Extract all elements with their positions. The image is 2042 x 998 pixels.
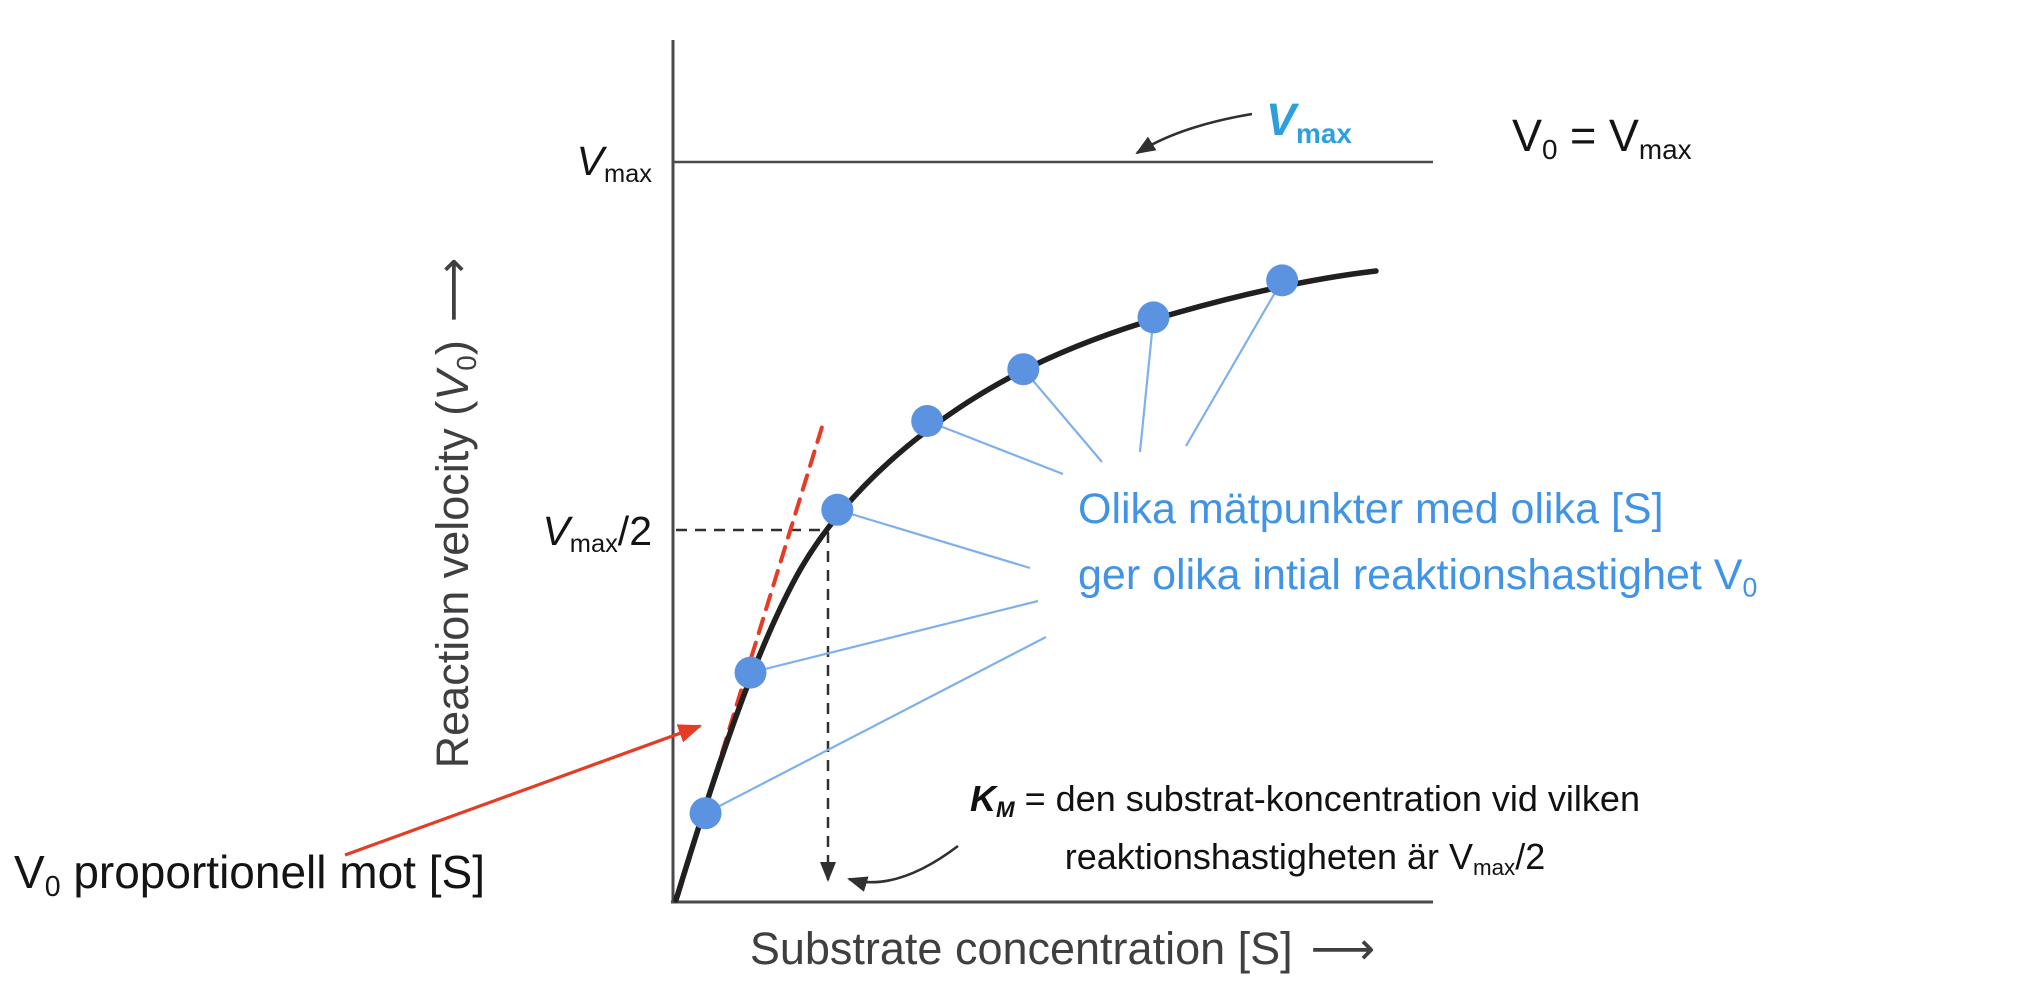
km-symbol: K (970, 778, 997, 819)
y-axis-title-close: ) (427, 340, 478, 356)
v0eq-s1: 0 (1542, 133, 1558, 165)
km-line2-text: reaktionshastigheten är V (1064, 836, 1474, 878)
vmax-tick-sub: max (604, 160, 652, 189)
vmax-half-sub: max (569, 530, 618, 559)
x-axis-arrow-icon: ⟶ (1310, 923, 1376, 974)
vmax-half-tick-label: Vmax/2 (500, 508, 652, 559)
callout-line (750, 599, 1039, 674)
callout-line (1138, 317, 1155, 453)
km-definition-note: KM = den substrat-koncentration vid vilk… (955, 775, 1655, 891)
km-definition-line1: KM = den substrat-koncentration vid vilk… (955, 775, 1655, 833)
data-point (911, 405, 944, 437)
callout-lines (705, 279, 1284, 815)
data-point (1137, 301, 1170, 334)
measurement-note-line2-sub: 0 (1742, 572, 1758, 603)
vmax-tick-label: Vmax (515, 138, 652, 189)
km-definition-text: = den substrat-koncentration vid vilken (1014, 778, 1640, 819)
y-axis-title: Reaction velocity (V0) ⟶ (426, 153, 482, 873)
km-callout-arrow (847, 844, 959, 892)
km-symbol-sub: M (996, 797, 1015, 823)
measurement-note-line2-text: ger olika intial reaktionshastighet V (1078, 551, 1743, 599)
km-line2-post: /2 (1515, 836, 1546, 878)
y-axis-arrow-icon: ⟶ (427, 257, 478, 323)
data-point (734, 656, 767, 689)
v0-prop-text: proportionell mot [S] (60, 846, 485, 898)
vmax-callout-arrow (1135, 112, 1253, 155)
v0eq-s2: max (1638, 133, 1692, 165)
data-points (689, 264, 1299, 830)
callout-line (836, 508, 1031, 570)
km-definition-line2: reaktionshastigheten är Vmax/2 (955, 833, 1655, 891)
data-point (821, 493, 854, 526)
callout-line (1022, 368, 1103, 463)
v0-prop-sub: 0 (44, 870, 61, 903)
data-point (1007, 353, 1040, 386)
measurement-note: Olika mätpunkter med olika [S] ger olika… (1078, 476, 1757, 620)
x-axis-title-text: Substrate concentration [S] (749, 923, 1293, 974)
callout-line (926, 419, 1064, 476)
v0eq-eq: = V (1557, 110, 1639, 161)
vmax-half-post: /2 (617, 508, 652, 554)
data-point (1266, 264, 1299, 297)
callout-line (705, 636, 1047, 815)
v0-proportional-note: V0 proportionell mot [S] (14, 845, 485, 904)
km-line2-sub: max (1473, 855, 1516, 881)
vmax-tick-var: V (576, 138, 604, 184)
vmax-callout-sub: max (1296, 117, 1352, 149)
v0eq-v1: V (1512, 110, 1543, 161)
y-axis-v0-sub: 0 (450, 355, 482, 371)
measurement-note-line2: ger olika intial reaktionshastighet V0 (1078, 542, 1757, 620)
measurement-note-line1: Olika mätpunkter med olika [S] (1078, 485, 1664, 533)
data-point (689, 797, 722, 830)
callout-line (1185, 279, 1284, 447)
vmax-half-var: V (542, 508, 570, 554)
vmax-callout-var: V (1266, 94, 1297, 145)
y-axis-v0-var: V (427, 370, 478, 401)
v0-equals-vmax-label: V0 = Vmax (1512, 110, 1692, 166)
vmax-callout-label: Vmax (1266, 94, 1352, 150)
initial-slope-arrow (344, 724, 703, 857)
y-axis-title-text: Reaction velocity ( (427, 400, 478, 769)
x-axis-title: Substrate concentration [S] ⟶ (690, 922, 1435, 975)
v0-prop-var: V (14, 846, 45, 898)
